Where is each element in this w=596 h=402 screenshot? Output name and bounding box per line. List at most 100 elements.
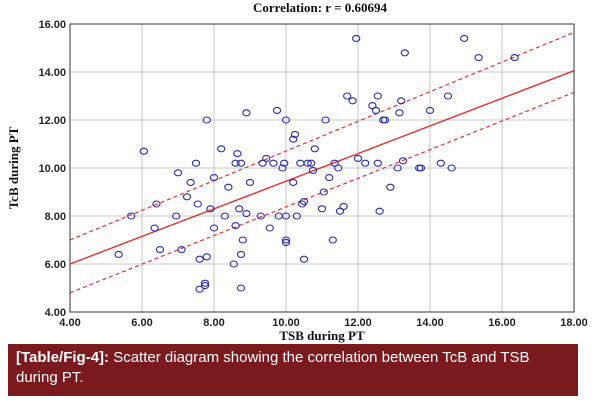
- confidence-line-upper: [69, 31, 575, 241]
- x-tick-label: 6.00: [131, 317, 152, 329]
- data-point: [127, 212, 136, 220]
- data-point: [281, 238, 291, 246]
- x-tick-label: 10.00: [272, 317, 300, 329]
- data-point: [209, 174, 219, 182]
- data-point: [155, 246, 165, 254]
- y-axis-ticks: 4.00 6.00 8.00 10.00 12.00 14.00 16.00: [38, 19, 66, 319]
- x-tick-label: 14.00: [416, 317, 444, 329]
- data-point: [236, 159, 246, 167]
- data-point: [186, 178, 195, 186]
- data-point: [289, 135, 298, 143]
- data-point: [281, 116, 291, 124]
- data-point: [173, 169, 183, 177]
- data-point: [191, 159, 201, 167]
- data-point: [231, 222, 240, 230]
- data-point: [177, 246, 186, 254]
- data-point: [256, 212, 265, 220]
- data-point: [182, 193, 192, 201]
- confidence-band: [69, 31, 575, 294]
- data-point: [281, 212, 291, 220]
- data-point: [280, 159, 289, 167]
- data-points: [114, 34, 519, 293]
- data-point: [510, 54, 519, 62]
- data-point: [321, 116, 330, 124]
- data-point: [242, 210, 251, 218]
- data-point: [202, 253, 211, 261]
- data-point: [193, 200, 202, 208]
- data-point: [233, 150, 242, 158]
- data-point: [436, 159, 445, 167]
- confidence-line-lower: [69, 91, 575, 294]
- data-point: [303, 159, 312, 167]
- regression-line: [69, 70, 575, 265]
- data-point: [296, 159, 305, 167]
- figure-caption: [Table/Fig-4]: Scatter diagram showing t…: [8, 344, 578, 396]
- x-tick-label: 16.00: [488, 317, 516, 329]
- data-point: [209, 224, 219, 232]
- data-point: [172, 212, 181, 220]
- data-point: [200, 282, 210, 290]
- data-point: [308, 166, 318, 174]
- data-point: [398, 157, 408, 165]
- y-tick-label: 14.00: [38, 67, 66, 79]
- data-point: [242, 109, 251, 117]
- y-tick-label: 8.00: [45, 211, 66, 223]
- data-point: [386, 183, 395, 191]
- data-point: [460, 34, 469, 42]
- data-point: [299, 198, 309, 206]
- data-point: [400, 49, 409, 57]
- data-point: [281, 236, 291, 244]
- data-point: [307, 159, 316, 167]
- data-point: [352, 34, 361, 42]
- data-point: [139, 147, 148, 155]
- data-point: [262, 154, 271, 162]
- data-point: [152, 200, 161, 208]
- y-tick-label: 12.00: [38, 115, 66, 127]
- data-point: [299, 255, 309, 263]
- data-point: [319, 188, 328, 196]
- data-point: [325, 174, 334, 182]
- data-point: [310, 145, 319, 153]
- data-point: [425, 106, 435, 114]
- regression-line-path: [69, 70, 575, 265]
- data-point: [289, 178, 298, 186]
- data-point: [278, 164, 287, 172]
- data-point: [416, 164, 426, 172]
- plot-frame: [69, 23, 575, 313]
- data-point: [339, 202, 348, 210]
- y-tick-label: 6.00: [45, 259, 66, 271]
- data-point: [245, 178, 255, 186]
- data-point: [292, 212, 301, 220]
- data-point: [328, 236, 337, 244]
- data-point: [373, 159, 382, 167]
- data-point: [474, 54, 483, 62]
- data-point: [236, 250, 246, 258]
- data-point: [150, 224, 159, 232]
- data-point: [235, 205, 244, 213]
- x-tick-label: 12.00: [344, 317, 372, 329]
- data-point: [447, 164, 456, 172]
- data-point: [443, 92, 453, 100]
- data-point: [353, 154, 363, 162]
- data-point: [397, 97, 406, 105]
- data-point: [220, 212, 229, 220]
- data-point: [195, 285, 204, 293]
- y-tick-label: 10.00: [38, 163, 66, 175]
- data-point: [272, 106, 282, 114]
- y-axis-label: TcB during PT: [6, 126, 21, 209]
- data-point: [373, 92, 382, 100]
- chart-title: Correlation: r = 0.60694: [253, 0, 388, 15]
- data-point: [317, 205, 327, 213]
- data-point: [265, 224, 274, 232]
- data-point: [217, 145, 226, 153]
- data-point: [238, 236, 247, 244]
- data-point: [393, 164, 402, 172]
- data-point: [200, 279, 210, 287]
- data-point: [206, 205, 215, 213]
- data-point: [380, 116, 390, 124]
- caption-tag: [Table/Fig-4]:: [16, 349, 110, 366]
- data-point: [224, 183, 233, 191]
- data-point: [361, 159, 370, 167]
